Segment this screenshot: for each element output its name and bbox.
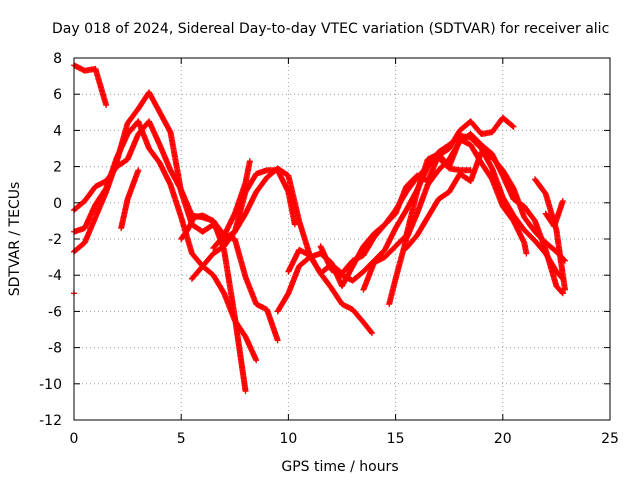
y-tick-label: -10 [39,377,62,393]
y-tick-label: 8 [53,51,62,67]
data-point [246,158,253,165]
y-axis-label: SDTVAR / TECUs [7,182,23,297]
data-point [559,197,566,204]
data-point [368,329,375,336]
series-arc-05 [71,118,260,364]
data-point [274,337,281,344]
data-point [523,250,530,257]
x-tick-label: 5 [177,431,186,447]
x-tick-label: 0 [70,431,79,447]
data-points [71,62,568,395]
series-arc-09 [210,158,253,252]
data-point [510,123,517,130]
data-point [291,221,298,228]
series-arc-06 [118,167,142,232]
series-arc-08 [188,165,376,337]
y-tick-label: -2 [48,232,62,248]
x-tick-label: 10 [279,431,297,447]
tick-marks [73,57,611,421]
y-tick-label: 0 [53,196,62,212]
data-point [509,122,516,129]
data-point [242,388,249,395]
x-tick-labels: 0 5 10 15 20 25 [70,431,619,447]
data-point [103,102,110,109]
y-tick-label: -8 [48,341,62,357]
x-tick-label: 15 [387,431,405,447]
y-tick-label: -6 [48,304,62,320]
data-point [369,330,376,337]
x-tick-label: 20 [494,431,512,447]
y-tick-label: -4 [48,268,62,284]
grid [74,58,610,420]
data-point [253,357,260,364]
chart-title: Day 018 of 2024, Sidereal Day-to-day VTE… [52,21,609,37]
x-axis-label: GPS time / hours [281,459,398,475]
y-tick-label: 6 [53,87,62,103]
y-tick-label: 2 [53,160,62,176]
data-point [559,290,566,297]
y-tick-label: -12 [39,413,62,429]
series-arc-15 [403,149,568,264]
series-arc-17 [531,176,568,293]
series-arc-11 [285,114,517,277]
series-arc-01 [71,62,110,109]
series-arc-14 [360,136,530,293]
y-tick-labels: -12 -10 -8 -6 -4 -2 0 2 4 6 8 [39,51,62,429]
data-point [135,167,142,174]
x-tick-label: 25 [601,431,619,447]
y-tick-label: 4 [53,123,62,139]
data-point [558,289,565,296]
data-point [561,286,568,293]
